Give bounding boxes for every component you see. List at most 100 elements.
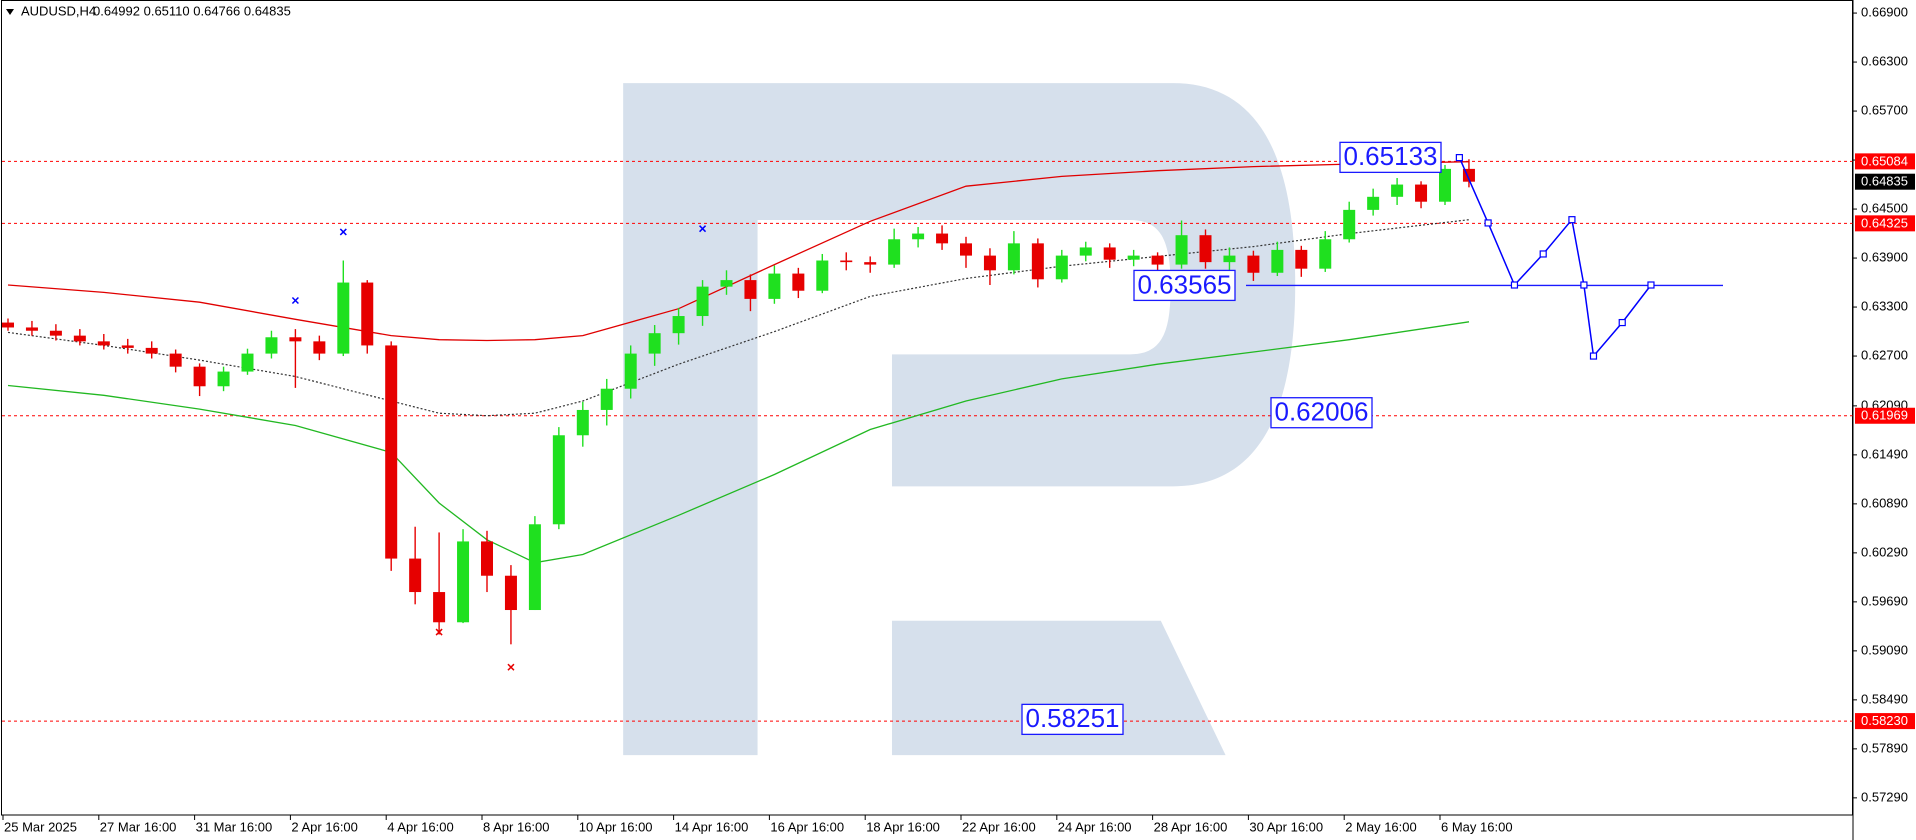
candle-body bbox=[1367, 196, 1380, 210]
candle-body bbox=[576, 409, 589, 436]
candle-body bbox=[1103, 247, 1116, 260]
x-tick-label: 4 Apr 16:00 bbox=[387, 819, 454, 834]
forecast-point bbox=[1647, 281, 1655, 289]
y-tick-label: 0.64500 bbox=[1861, 200, 1908, 215]
candle-body bbox=[1295, 249, 1308, 269]
candle-body bbox=[1247, 255, 1260, 273]
candle-body bbox=[1175, 235, 1188, 265]
forecast-point bbox=[1580, 281, 1588, 289]
forecast-point bbox=[1539, 250, 1547, 258]
candle-body bbox=[1127, 255, 1140, 260]
forecast-point bbox=[1484, 219, 1492, 227]
fractal-marker bbox=[507, 663, 515, 671]
current-price-label: 0.64835 bbox=[1861, 174, 1908, 189]
y-tick-label: 0.65700 bbox=[1861, 102, 1908, 117]
annotation-label: 0.62006 bbox=[1275, 397, 1369, 427]
annotation-box bbox=[1339, 141, 1442, 174]
annotation-label: 0.63565 bbox=[1138, 269, 1232, 299]
candle-body bbox=[289, 337, 302, 342]
x-tick-label: 22 Apr 16:00 bbox=[962, 819, 1036, 834]
candle-body bbox=[528, 524, 541, 611]
candle-body bbox=[983, 255, 996, 271]
fractal-stroke bbox=[699, 225, 707, 233]
x-tick-label: 2 May 16:00 bbox=[1345, 819, 1417, 834]
candle-body bbox=[864, 262, 877, 265]
level-tag bbox=[1855, 407, 1915, 424]
candle-body bbox=[169, 353, 182, 367]
candle-body bbox=[97, 341, 110, 346]
candle-body bbox=[816, 260, 829, 291]
candle-body bbox=[1415, 184, 1428, 202]
candle-body bbox=[361, 282, 374, 346]
candle-body bbox=[1439, 168, 1451, 202]
forecast-point bbox=[1510, 281, 1519, 289]
candle-body bbox=[145, 347, 158, 354]
y-tick-label: 0.58490 bbox=[1861, 691, 1908, 706]
x-tick-label: 6 May 16:00 bbox=[1441, 819, 1513, 834]
y-tick-label: 0.59090 bbox=[1861, 642, 1908, 657]
y-tick-label: 0.61490 bbox=[1861, 446, 1908, 461]
forecast-point bbox=[1589, 352, 1598, 360]
candle-body bbox=[1031, 243, 1044, 280]
y-tick-label: 0.63300 bbox=[1861, 298, 1908, 313]
x-tick-label: 31 Mar 16:00 bbox=[196, 819, 273, 834]
x-tick-label: 8 Apr 16:00 bbox=[483, 819, 550, 834]
forecast-point bbox=[1618, 318, 1626, 327]
candle-body bbox=[744, 280, 757, 299]
candle-body bbox=[648, 333, 661, 354]
candle-body bbox=[265, 337, 278, 354]
y-tick-label: 0.63900 bbox=[1861, 249, 1908, 264]
symbol-title: AUDUSD,H4 bbox=[21, 3, 96, 18]
current-price-tag bbox=[1855, 173, 1915, 190]
candle-body bbox=[49, 330, 62, 336]
x-tick-label: 18 Apr 16:00 bbox=[866, 819, 940, 834]
fractal-marker bbox=[435, 628, 443, 636]
candle-body bbox=[768, 273, 781, 299]
annotation-box bbox=[1133, 269, 1236, 302]
annotation-label: 0.65133 bbox=[1344, 141, 1438, 171]
candle-body bbox=[696, 286, 709, 317]
fractal-stroke bbox=[291, 296, 299, 305]
y-tick-label: 0.66300 bbox=[1861, 54, 1908, 69]
fractal-marker bbox=[291, 296, 299, 305]
candle-body bbox=[1391, 184, 1404, 197]
candle-body bbox=[337, 282, 350, 354]
y-tick-label: 0.59690 bbox=[1861, 593, 1908, 608]
indicator-line bbox=[7, 161, 1470, 342]
fractal-marker bbox=[699, 225, 707, 233]
level-tag bbox=[1855, 153, 1915, 170]
candle-body bbox=[936, 233, 949, 244]
level-tag bbox=[1855, 713, 1915, 730]
annotation-box bbox=[1270, 397, 1373, 429]
forecast-point bbox=[1568, 216, 1576, 224]
x-tick-label: 16 Apr 16:00 bbox=[770, 819, 844, 834]
annotation-label: 0.58251 bbox=[1026, 703, 1120, 733]
candle-body bbox=[840, 260, 853, 263]
candle-body bbox=[672, 316, 685, 334]
x-tick-label: 30 Apr 16:00 bbox=[1249, 819, 1323, 834]
candle-body bbox=[25, 327, 38, 331]
candle-body bbox=[504, 575, 517, 611]
candle-body bbox=[1319, 239, 1332, 269]
candle-body bbox=[217, 371, 230, 387]
level-tag-label: 0.58230 bbox=[1861, 713, 1908, 728]
candle-body bbox=[624, 353, 637, 389]
fractal-stroke bbox=[435, 628, 443, 636]
candle-body bbox=[600, 388, 613, 410]
level-tag-label: 0.64325 bbox=[1861, 215, 1908, 230]
candle-body bbox=[720, 280, 733, 287]
indicator-line bbox=[7, 321, 1470, 564]
candle-body bbox=[73, 335, 86, 342]
fractal-marker bbox=[339, 228, 347, 236]
candle-body bbox=[433, 592, 446, 623]
candle-body bbox=[1271, 249, 1284, 273]
candle-body bbox=[1151, 255, 1164, 265]
candle-body bbox=[2, 322, 14, 328]
level-tag-label: 0.65084 bbox=[1861, 153, 1908, 168]
level-tag-label: 0.61969 bbox=[1861, 408, 1908, 423]
y-tick-label: 0.66900 bbox=[1861, 5, 1908, 20]
candle-body bbox=[1007, 243, 1020, 271]
x-tick-label: 10 Apr 16:00 bbox=[579, 819, 653, 834]
y-tick-label: 0.57890 bbox=[1861, 740, 1908, 755]
